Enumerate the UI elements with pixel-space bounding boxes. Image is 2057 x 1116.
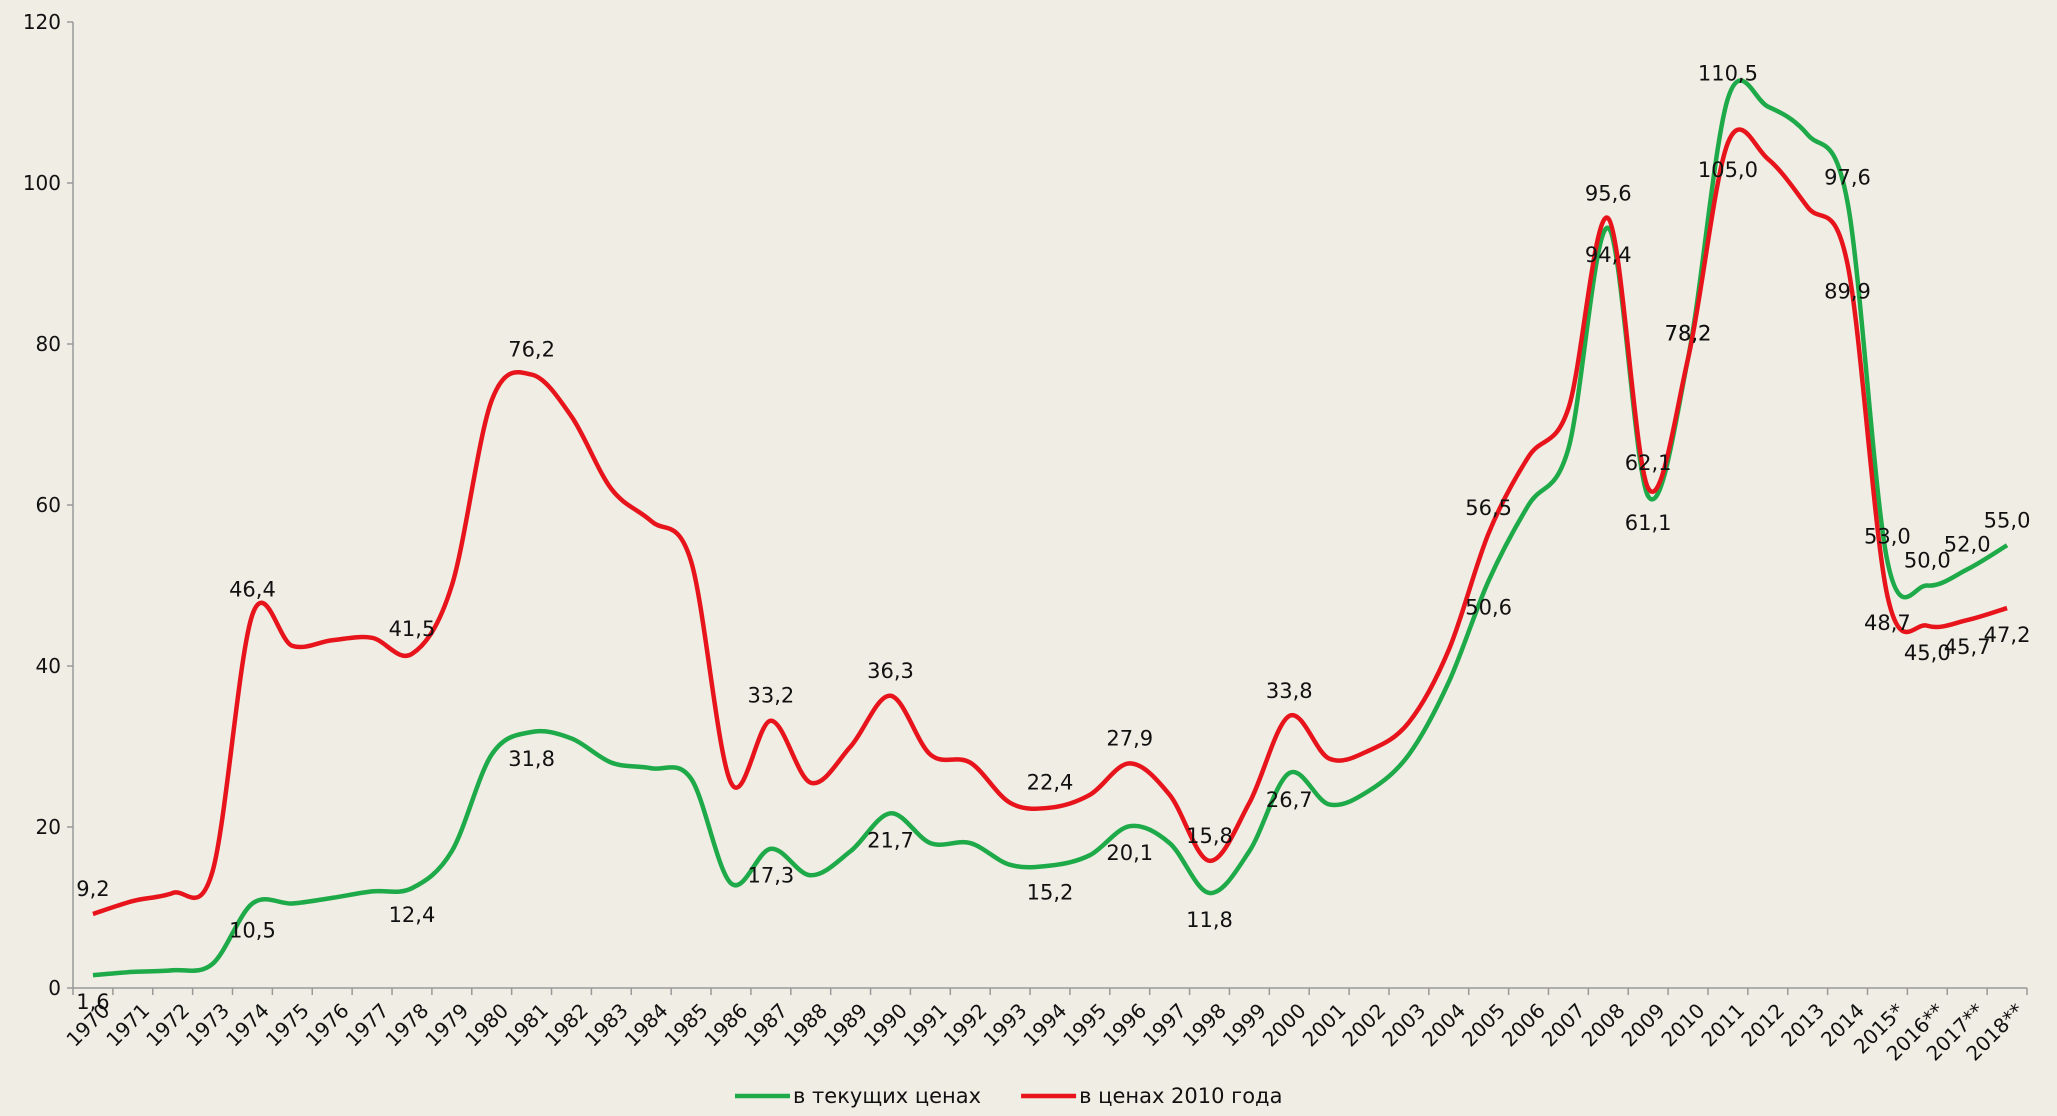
x-tick-label: 2005 <box>1457 998 1510 1051</box>
data-label: 46,4 <box>229 577 276 601</box>
x-tick-label: 2013 <box>1776 998 1829 1051</box>
x-tick-label: 1981 <box>500 998 553 1051</box>
data-label: 50,6 <box>1465 596 1512 620</box>
data-label: 105,0 <box>1698 158 1758 182</box>
data-label: 33,8 <box>1266 679 1313 703</box>
data-label: 31,8 <box>508 747 555 771</box>
x-tick-label: 2003 <box>1377 998 1430 1051</box>
data-label: 36,3 <box>867 659 914 683</box>
x-tick-label: 1996 <box>1098 998 1151 1051</box>
x-tick-label: 1975 <box>261 998 314 1051</box>
data-label: 53,0 <box>1864 524 1911 548</box>
x-tick-label: 1994 <box>1018 998 1071 1051</box>
data-label: 110,5 <box>1698 61 1758 85</box>
data-label: 89,9 <box>1824 279 1871 303</box>
data-label: 21,7 <box>867 828 914 852</box>
x-tick-label: 1977 <box>341 998 394 1051</box>
x-tick-label: 2007 <box>1537 998 1590 1051</box>
x-tick-label: 1982 <box>540 998 593 1051</box>
x-tick-label: 1976 <box>301 998 354 1051</box>
x-tick-label: 2012 <box>1736 998 1789 1051</box>
y-tick-label: 60 <box>36 493 61 517</box>
x-tick-label: 1973 <box>181 998 234 1051</box>
data-label: 48,7 <box>1864 611 1911 635</box>
data-label: 26,7 <box>1266 788 1313 812</box>
x-tick-label: 1979 <box>420 998 473 1051</box>
series-line <box>92 127 2008 917</box>
series-line <box>92 78 2009 978</box>
y-tick-label: 100 <box>23 171 61 195</box>
data-label: 15,8 <box>1186 824 1233 848</box>
x-tick-label: 1985 <box>660 998 713 1051</box>
x-tick-label: 1995 <box>1058 998 1111 1051</box>
data-label: 10,5 <box>229 918 276 942</box>
x-tick-label: 2008 <box>1577 998 1630 1051</box>
data-label: 61,1 <box>1625 511 1672 535</box>
data-label: 12,4 <box>389 903 436 927</box>
data-label: 76,2 <box>508 338 555 362</box>
x-tick-label: 1987 <box>739 998 792 1051</box>
x-tick-label: 1992 <box>939 998 992 1051</box>
x-tick-label: 1984 <box>620 998 673 1051</box>
data-label: 55,0 <box>1984 508 2031 532</box>
y-tick-label: 20 <box>36 815 61 839</box>
x-tick-label: 1989 <box>819 998 872 1051</box>
data-label: 45,7 <box>1944 635 1991 659</box>
x-tick-label: 1978 <box>380 998 433 1051</box>
data-label: 95,6 <box>1585 181 1632 205</box>
x-tick-label: 1998 <box>1178 998 1231 1051</box>
data-label: 41,5 <box>389 617 436 641</box>
data-label: 50,0 <box>1904 549 1951 573</box>
data-label: 20,1 <box>1106 841 1153 865</box>
x-tick-label: 1991 <box>899 998 952 1051</box>
x-tick-label: 2004 <box>1417 998 1470 1051</box>
data-label: 22,4 <box>1027 771 1074 795</box>
x-tick-label: 2002 <box>1337 998 1390 1051</box>
x-tick-label: 1983 <box>580 998 633 1051</box>
x-tick-label: 1990 <box>859 998 912 1051</box>
legend-label: в текущих ценах <box>793 1084 981 1108</box>
x-tick-label: 1972 <box>141 998 194 1051</box>
x-tick-label: 2000 <box>1258 998 1311 1051</box>
y-tick-label: 40 <box>36 654 61 678</box>
data-label: 45,0 <box>1904 641 1951 665</box>
x-tick-label: 1986 <box>699 998 752 1051</box>
y-tick-label: 0 <box>48 976 61 1000</box>
data-label: 1,6 <box>76 990 109 1014</box>
data-label: 78,2 <box>1665 321 1712 345</box>
data-label: 27,9 <box>1106 726 1153 750</box>
data-label: 94,4 <box>1585 243 1632 267</box>
x-tick-label: 2010 <box>1657 998 1710 1051</box>
x-tick-label: 1980 <box>460 998 513 1051</box>
data-label: 62,1 <box>1625 451 1672 475</box>
x-tick-label: 2001 <box>1298 998 1351 1051</box>
data-label: 47,2 <box>1984 623 2031 647</box>
x-tick-label: 2009 <box>1617 998 1670 1051</box>
x-tick-label: 1988 <box>779 998 832 1051</box>
x-tick-label: 1993 <box>979 998 1032 1051</box>
data-label: 33,2 <box>747 684 794 708</box>
data-label: 9,2 <box>76 877 109 901</box>
data-label: 97,6 <box>1824 165 1871 189</box>
x-tick-label: 1974 <box>221 998 274 1051</box>
data-label: 52,0 <box>1944 532 1991 556</box>
data-label: 11,8 <box>1186 908 1233 932</box>
y-tick-label: 120 <box>23 10 61 34</box>
x-tick-label: 2006 <box>1497 998 1550 1051</box>
x-tick-label: 1997 <box>1138 998 1191 1051</box>
data-label: 78,2 <box>1665 321 1712 345</box>
y-tick-label: 80 <box>36 332 61 356</box>
data-label: 17,3 <box>747 864 794 888</box>
legend-label: в ценах 2010 года <box>1079 1084 1282 1108</box>
data-label: 56,5 <box>1465 496 1512 520</box>
x-tick-label: 2011 <box>1696 998 1749 1051</box>
x-tick-label: 1999 <box>1218 998 1271 1051</box>
data-label: 15,2 <box>1027 881 1074 905</box>
